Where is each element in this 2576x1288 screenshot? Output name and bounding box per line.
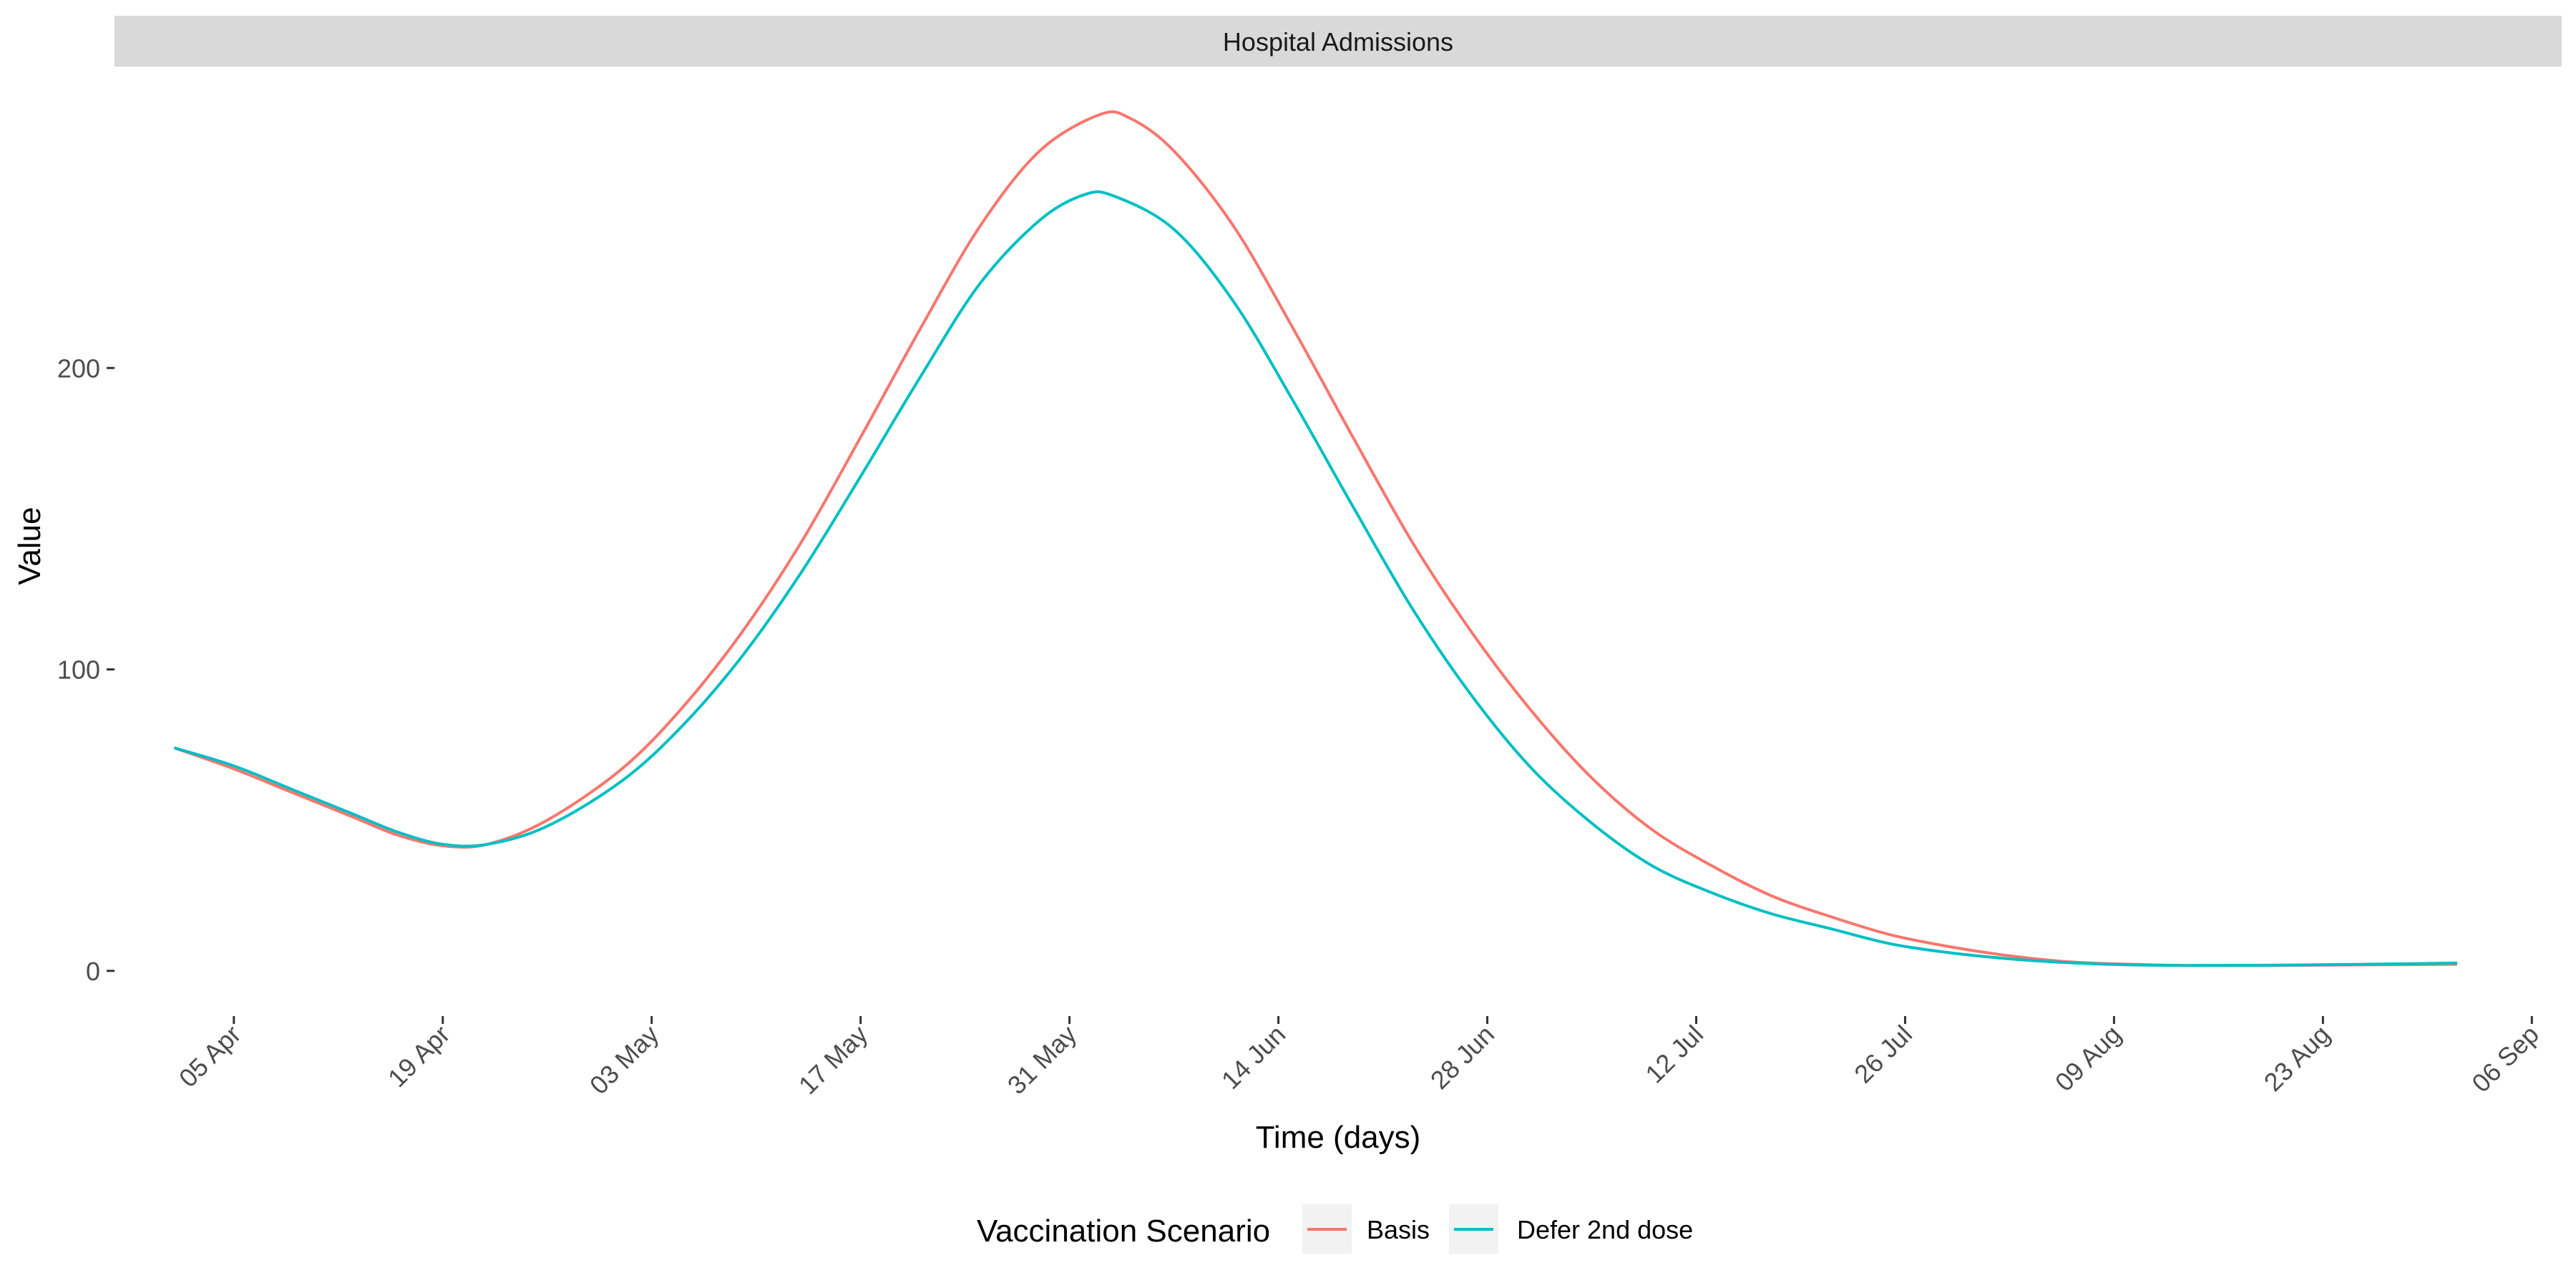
facet-strip-title: Hospital Admissions: [1223, 27, 1453, 57]
y-axis: 0 100 200: [57, 353, 114, 986]
plot-area: [173, 110, 2458, 967]
x-tick-label: 05 Apr: [173, 1020, 247, 1093]
y-axis-title: Value: [12, 507, 47, 585]
facet-strip: Hospital Admissions: [114, 16, 2562, 67]
x-tick-label: 31 May: [1002, 1020, 1082, 1100]
y-tick-label: 0: [86, 957, 100, 986]
x-tick-label: 06 Sep: [2466, 1020, 2545, 1098]
series-line-1: [173, 110, 2458, 967]
legend: Vaccination Scenario Basis Defer 2nd dose: [977, 1204, 1693, 1254]
x-tick-label: 26 Jul: [1848, 1020, 1918, 1089]
y-tick-label: 200: [57, 353, 100, 383]
x-tick-label: 14 Jun: [1216, 1020, 1291, 1095]
legend-label: Basis: [1367, 1215, 1430, 1244]
legend-label: Defer 2nd dose: [1517, 1215, 1693, 1244]
x-axis: 05 Apr 19 Apr 03 May 17 May 31 May 14 Jun 28 J…: [173, 1016, 2545, 1100]
x-tick-label: 17 May: [793, 1020, 873, 1100]
x-tick-label: 09 Aug: [2049, 1020, 2127, 1097]
x-tick-label: 03 May: [584, 1020, 664, 1100]
x-tick-label: 23 Aug: [2258, 1020, 2336, 1097]
x-axis-title: Time (days): [1256, 1120, 1421, 1155]
legend-item-2: Defer 2nd dose: [1449, 1204, 1693, 1254]
legend-item-1: Basis: [1302, 1204, 1430, 1254]
legend-title: Vaccination Scenario: [977, 1214, 1270, 1249]
series-line-2: [173, 190, 2458, 967]
facet-strip-background: [114, 16, 2562, 67]
x-tick-label: 19 Apr: [382, 1020, 456, 1093]
y-tick-label: 100: [57, 655, 100, 685]
x-tick-label: 12 Jul: [1639, 1020, 1709, 1089]
x-tick-label: 28 Jun: [1425, 1020, 1500, 1095]
